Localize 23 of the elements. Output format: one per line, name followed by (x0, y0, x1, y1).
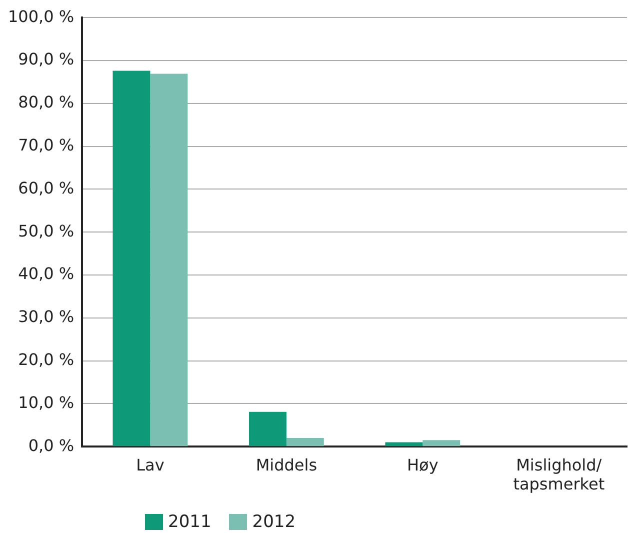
x-tick-label: Middels (256, 455, 318, 474)
x-tick-label: Lav (136, 455, 164, 474)
y-tick-label: 70,0 % (18, 135, 74, 154)
y-tick-label: 80,0 % (18, 92, 74, 112)
y-tick-label: 60,0 % (18, 178, 74, 198)
bar (422, 440, 460, 446)
y-tick-label: 20,0 % (18, 350, 74, 369)
y-tick-label: 100,0 % (8, 6, 74, 26)
legend-label: 2011 (167, 512, 212, 532)
y-tick-label: 0,0 % (28, 436, 74, 455)
bar (385, 442, 423, 446)
bar (150, 74, 188, 446)
y-tick-label: 30,0 % (18, 307, 74, 326)
legend-label: 2012 (251, 512, 296, 532)
y-tick-label: 50,0 % (18, 221, 74, 240)
x-tick-label: Høy (407, 455, 438, 474)
y-tick-label: 90,0 % (18, 50, 74, 69)
y-tick-label: 40,0 % (18, 264, 74, 284)
x-tick-label: Mislighold/ tapsmerket (513, 455, 605, 494)
bar (112, 70, 150, 446)
bar (286, 438, 324, 446)
y-tick-label: 10,0 % (18, 392, 74, 412)
bar (248, 412, 286, 446)
